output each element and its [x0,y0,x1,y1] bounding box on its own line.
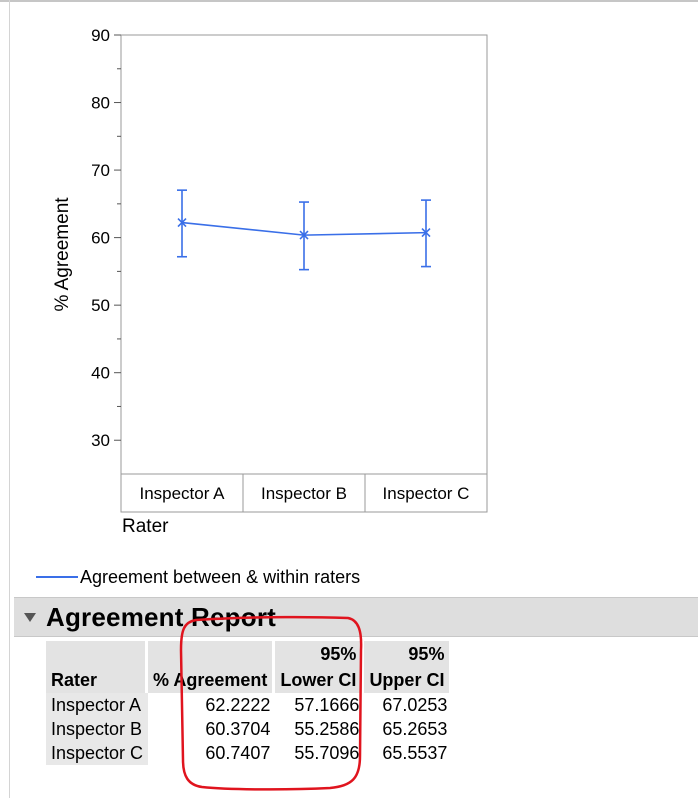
lower-ci-cell: 55.2586 [294,719,360,739]
legend-line-swatch [36,576,78,578]
y-tick-label: 50 [91,296,110,315]
y-tick-label: 90 [91,26,110,45]
y-tick-label: 60 [91,229,110,248]
agreement-cell: 60.7407 [205,743,271,763]
header-lower-ci: Lower CI [275,667,365,693]
x-tick-label: Inspector B [261,484,347,503]
y-tick-label: 40 [91,364,110,383]
header-rater: Rater [46,641,149,693]
header-agreement: % Agreement [148,641,276,693]
agreement-cell: 60.3704 [205,719,271,739]
left-divider [9,0,10,798]
agreement-chart: 30 40 50 60 70 80 90 % Agreement Inspector A Insp… [52,26,488,537]
chart-legend: Agreement between & within raters [36,565,360,589]
x-tick-label: Inspector C [383,484,470,503]
rater-cell: Inspector B [46,717,149,741]
x-tick-label: Inspector A [139,484,225,503]
report-title: Agreement Report [46,601,277,632]
table-row: Inspector C 60.7407 55.7096 65.5537 [46,741,452,765]
y-tick-label: 80 [91,94,110,113]
header-upper-ci-top: 95% [364,641,453,667]
agreement-report-header[interactable]: Agreement Report [14,597,698,637]
y-tick-label: 30 [91,431,110,450]
y-axis-label: % Agreement [52,197,73,312]
header-lower-ci-top: 95% [275,641,365,667]
lower-ci-cell: 55.7096 [294,743,360,763]
agreement-cell: 62.2222 [205,695,271,715]
y-tick-label: 70 [91,161,110,180]
x-category-box [242,473,366,513]
disclosure-triangle-icon[interactable] [24,612,36,622]
legend-label: Agreement between & within raters [80,566,361,587]
upper-ci-cell: 67.0253 [382,695,448,715]
table-row: Inspector A 62.2222 57.1666 67.0253 [46,693,452,717]
table-row: Inspector B 60.3704 55.2586 65.2653 [46,717,452,741]
upper-ci-cell: 65.2653 [382,719,448,739]
upper-ci-cell: 65.5537 [382,743,448,763]
x-category-box [364,473,488,513]
data-point-marker [421,228,431,238]
data-point-marker [177,218,187,228]
agreement-report-table: Rater % Agreement 95% 95% Lower CI Upper… [46,641,453,765]
data-point-marker [299,230,309,240]
rater-cell: Inspector C [46,741,149,765]
x-axis-label: Rater [122,516,169,537]
lower-ci-cell: 57.1666 [294,695,360,715]
rater-cell: Inspector A [46,693,149,717]
header-upper-ci: Upper CI [364,667,453,693]
top-divider [0,0,698,2]
